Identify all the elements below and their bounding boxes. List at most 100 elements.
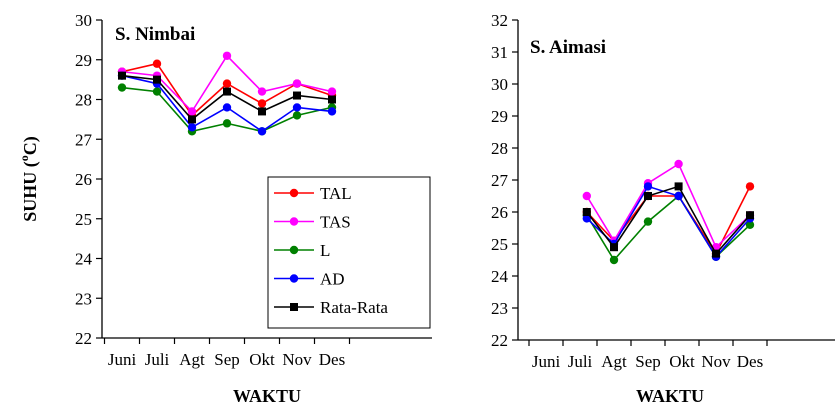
data-point-ad <box>187 123 197 132</box>
data-point-rata-rata <box>153 75 161 84</box>
y-tick-label: 23 <box>75 289 92 308</box>
x-tick-label: Nov <box>701 352 731 371</box>
data-point-rata-rata <box>674 182 683 191</box>
legend-label: AD <box>320 270 345 289</box>
legend-swatch-marker <box>290 303 298 311</box>
data-point-l <box>609 255 619 265</box>
y-tick-label: 32 <box>491 11 508 30</box>
legend-label: TAS <box>320 213 351 232</box>
series-layer <box>117 51 337 136</box>
x-tick-label: Juni <box>532 352 561 371</box>
y-tick-label: 25 <box>491 235 508 254</box>
y-ticks: 22 23 24 25 26 27 28 29 30 <box>75 11 102 348</box>
data-point-rata-rata <box>644 192 652 200</box>
data-point-tas <box>222 51 232 60</box>
data-point-rata-rata <box>712 249 720 258</box>
y-tick-label: 30 <box>491 75 508 94</box>
data-point-rata-rata <box>258 107 266 116</box>
data-point-tal <box>222 79 232 88</box>
data-point-tas <box>292 79 302 88</box>
data-point-tas <box>187 107 197 116</box>
data-point-tal <box>257 99 267 108</box>
x-tick-label: Juni <box>108 350 137 369</box>
y-tick-label: 27 <box>75 130 93 149</box>
data-point-rata-rata <box>328 95 336 104</box>
x-tick-label: Okt <box>249 350 275 369</box>
data-point-tas <box>674 159 683 169</box>
x-tick-label: Des <box>319 350 345 369</box>
legend-label: Rata-Rata <box>320 298 388 317</box>
data-point-rata-rata <box>582 208 591 216</box>
data-point-l <box>117 83 127 92</box>
x-ticks: Juni Juli Agt Sep Okt Nov Des <box>528 340 768 371</box>
data-point-rata-rata <box>118 71 126 80</box>
y-tick-label: 31 <box>491 43 508 62</box>
x-ticks: Juni Juli Agt Sep Okt Nov Des <box>103 338 351 369</box>
data-point-rata-rata <box>746 211 754 220</box>
y-tick-label: 29 <box>491 107 508 126</box>
y-axis-title: SUHU (oC) <box>17 136 41 222</box>
data-point-l <box>745 220 755 229</box>
y-tick-label: 24 <box>75 250 93 269</box>
data-point-l <box>152 87 162 96</box>
y-tick-label: 28 <box>491 139 508 158</box>
data-point-l <box>292 111 302 120</box>
legend-label: TAL <box>320 184 352 203</box>
chart-title: S. Aimasi <box>530 37 606 58</box>
series-layer <box>582 159 755 265</box>
y-tick-label: 22 <box>75 329 92 348</box>
series-line-rata-rata <box>586 185 751 255</box>
y-tick-label: 25 <box>75 210 92 229</box>
x-tick-label: Sep <box>214 350 240 369</box>
y-tick-label: 26 <box>491 203 508 222</box>
x-tick-label: Agt <box>601 352 627 371</box>
y-tick-label: 27 <box>491 171 509 190</box>
x-tick-label: Sep <box>635 352 661 371</box>
series-line-tas <box>586 162 751 249</box>
chart-title: S. Nimbai <box>115 24 195 45</box>
data-point-ad <box>643 182 653 191</box>
data-point-ad <box>582 214 591 223</box>
chart-panel-nimbai: S. Nimbai WAKTU SUHU (oC) 22 23 24 25 26 27 28… <box>17 11 432 406</box>
x-tick-label: Nov <box>282 350 312 369</box>
legend-swatch-marker <box>289 217 299 226</box>
legend-swatch-marker <box>289 188 299 198</box>
legend-swatch-marker <box>289 274 299 283</box>
y-tick-label: 22 <box>491 331 508 350</box>
x-tick-label: Agt <box>179 350 205 369</box>
x-axis-title: WAKTU <box>233 386 301 406</box>
x-axis-title: WAKTU <box>636 386 704 406</box>
legend-label: L <box>320 241 330 260</box>
x-tick-label: Des <box>737 352 763 371</box>
y-tick-label: 29 <box>75 51 92 70</box>
data-point-rata-rata <box>293 91 301 100</box>
y-tick-label: 24 <box>491 267 509 286</box>
data-point-rata-rata <box>188 115 196 124</box>
chart-panel-aimasi: S. Aimasi WAKTU 22 23 24 25 26 27 28 29 30 31 32 J… <box>491 11 835 406</box>
y-tick-label: 23 <box>491 299 508 318</box>
data-point-tas <box>327 87 337 96</box>
data-point-l <box>643 217 653 226</box>
x-tick-label: Juli <box>568 352 593 371</box>
x-tick-label: Juli <box>145 350 170 369</box>
data-point-tas <box>582 191 591 201</box>
data-point-ad <box>292 103 302 112</box>
data-point-ad <box>222 103 232 112</box>
data-point-rata-rata <box>223 87 231 96</box>
data-point-tal <box>745 182 755 191</box>
legend-swatch-marker <box>289 245 299 255</box>
y-tick-label: 30 <box>75 11 92 30</box>
data-point-ad <box>257 127 267 136</box>
data-point-tal <box>152 59 162 68</box>
data-point-ad <box>674 191 683 201</box>
data-point-ad <box>327 107 337 116</box>
x-tick-label: Okt <box>669 352 695 371</box>
legend: TAL TAS L AD Rata-Rata <box>267 176 431 329</box>
data-point-tas <box>257 87 267 96</box>
data-point-rata-rata <box>610 243 618 252</box>
y-tick-label: 28 <box>75 91 92 110</box>
y-ticks: 22 23 24 25 26 27 28 29 30 31 32 <box>491 11 518 350</box>
y-tick-label: 26 <box>75 170 92 189</box>
data-point-l <box>222 119 232 128</box>
